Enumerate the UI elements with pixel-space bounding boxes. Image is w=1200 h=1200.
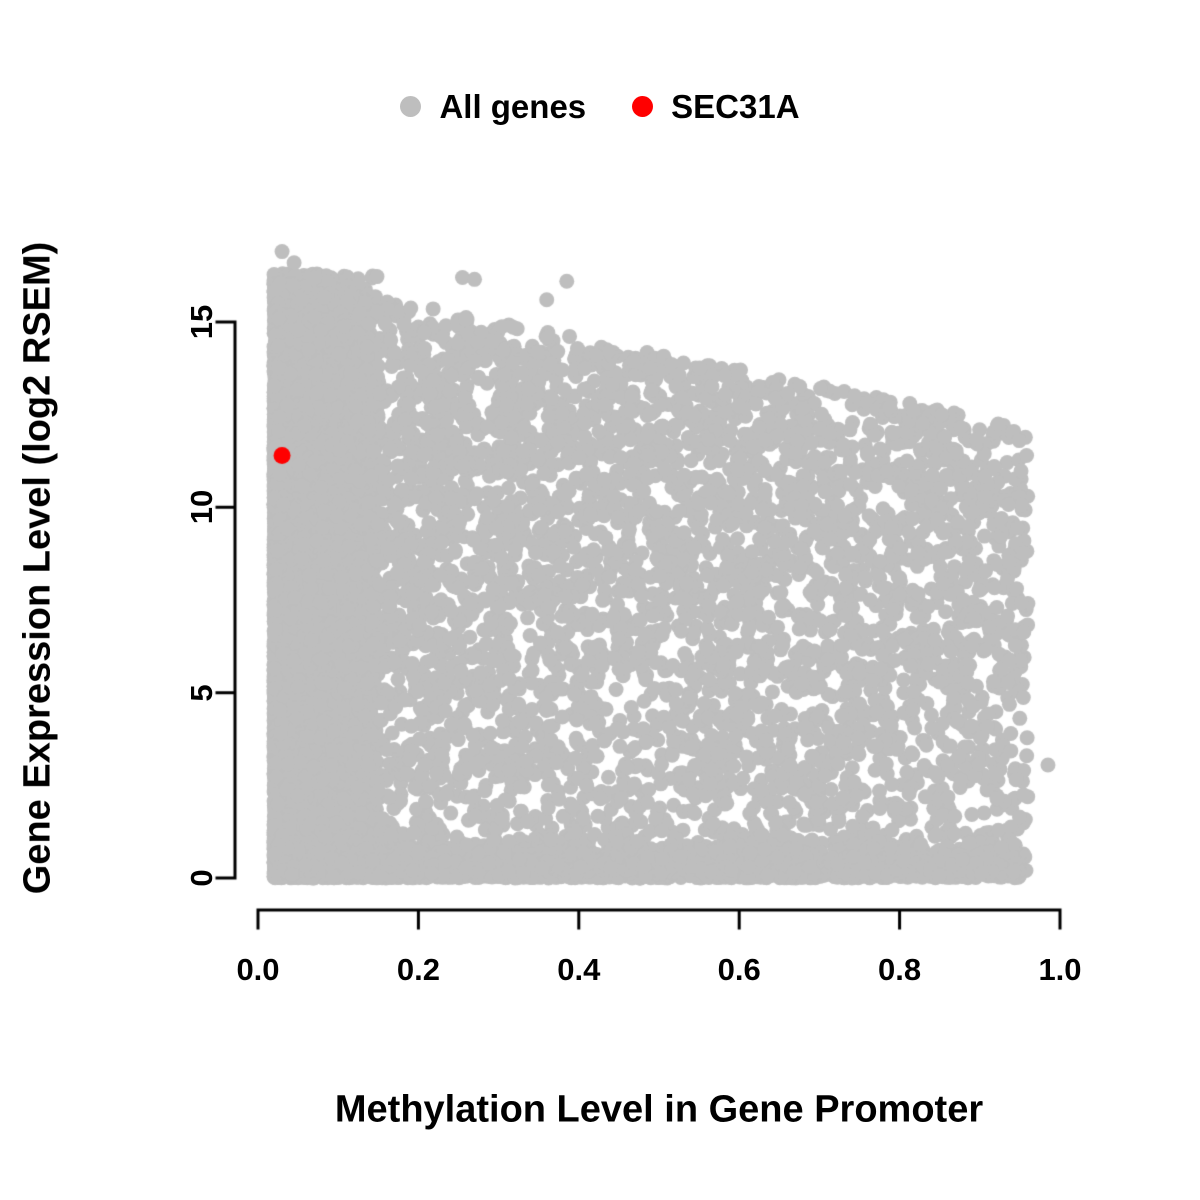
y-tick-label: 0: [184, 869, 219, 887]
legend: All genes SEC31A: [0, 90, 1200, 123]
y-tick-label: 15: [184, 304, 219, 340]
legend-label-all-genes: All genes: [439, 88, 587, 125]
legend-dot-all-genes-icon: [400, 96, 422, 117]
legend-item-sec31a: SEC31A: [632, 88, 800, 125]
legend-item-all-genes: All genes: [400, 90, 586, 123]
x-tick-label: 0.2: [396, 952, 440, 987]
x-tick-label: 0.8: [878, 952, 922, 987]
y-tick-label: 5: [184, 684, 219, 702]
x-tick-label: 0.6: [717, 952, 761, 987]
legend-dot-sec31a-icon: [632, 96, 654, 117]
y-axis-title: Gene Expression Level (log2 RSEM): [16, 241, 59, 895]
x-tick-label: 0.0: [236, 952, 280, 987]
x-tick-label: 0.4: [557, 952, 601, 987]
x-axis-title: Methylation Level in Gene Promoter: [334, 1088, 984, 1131]
y-tick-label: 10: [184, 490, 219, 525]
legend-label-sec31a: SEC31A: [671, 88, 800, 125]
x-tick-label: 1.0: [1038, 952, 1082, 987]
